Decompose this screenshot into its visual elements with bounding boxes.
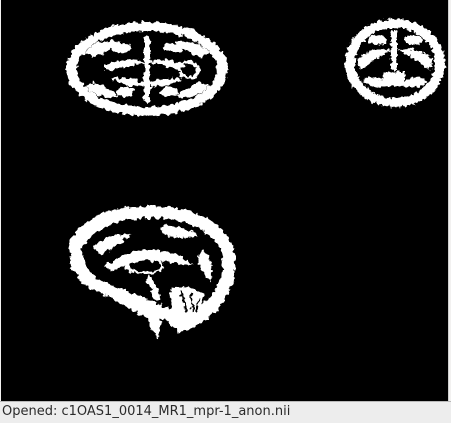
coronal-slice-view[interactable]: [345, 19, 445, 107]
brain-axial-slice-icon: [66, 22, 228, 116]
status-bar: Opened: c1OAS1_0014_MR1_mpr-1_anon.nii: [0, 401, 451, 423]
image-canvas[interactable]: [1, 0, 449, 401]
brain-sagittal-slice-icon: [69, 206, 235, 338]
status-text: Opened: c1OAS1_0014_MR1_mpr-1_anon.nii: [2, 404, 291, 419]
axial-slice-view[interactable]: [66, 22, 228, 116]
sagittal-slice-view[interactable]: [69, 206, 235, 338]
brain-coronal-slice-icon: [345, 19, 445, 107]
